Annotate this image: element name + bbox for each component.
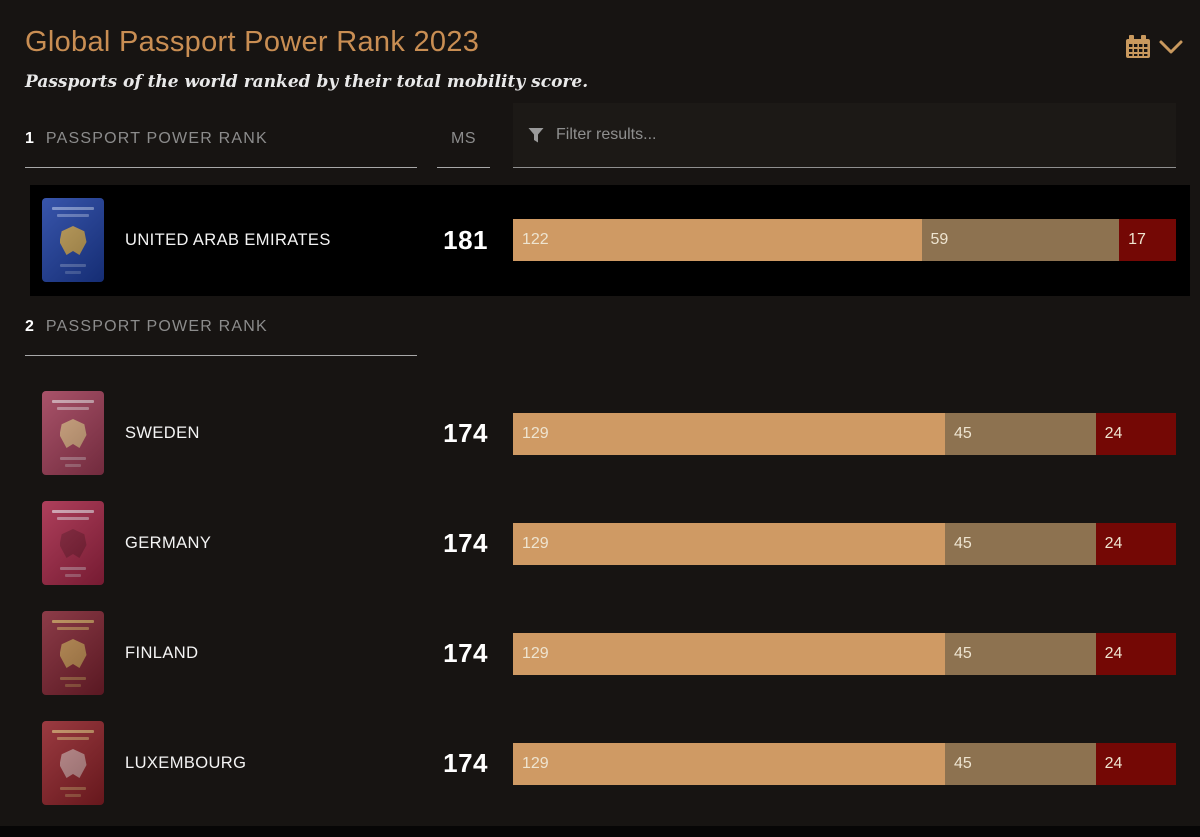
passport-cover-text	[65, 464, 81, 467]
passport-cover-text	[57, 407, 89, 410]
bar-segment-visa-free[interactable]: 129	[513, 523, 945, 565]
bar-segment-visa-on-arrival[interactable]: 45	[944, 413, 1096, 455]
passport-cover-text	[65, 684, 81, 687]
passport-cover-text	[60, 787, 86, 790]
calendar-icon[interactable]	[1124, 33, 1154, 61]
passport-cover-text	[52, 730, 94, 733]
bar-segment-visa-on-arrival[interactable]: 59	[921, 219, 1120, 261]
mobility-bar: 122 59 17	[513, 219, 1176, 261]
segment-value: 129	[522, 425, 549, 442]
bar-segment-visa-free[interactable]: 129	[513, 413, 945, 455]
passport-cover-text	[57, 517, 89, 520]
segment-value: 24	[1104, 645, 1123, 662]
country-name: SWEDEN	[125, 423, 200, 442]
bar-segment-visa-required[interactable]: 24	[1095, 743, 1176, 785]
passport-cover-image	[42, 611, 104, 695]
bar-segment-visa-free[interactable]: 129	[513, 743, 945, 785]
segment-value: 122	[522, 231, 549, 248]
passport-cover-text	[65, 574, 81, 577]
table-row-luxembourg[interactable]: LUXEMBOURG 174 129 45 24	[30, 708, 1190, 818]
passport-cover-text	[57, 214, 89, 217]
passport-cover-image	[42, 501, 104, 585]
bar-segment-visa-required[interactable]: 24	[1095, 633, 1176, 675]
bar-segment-visa-free[interactable]: 122	[513, 219, 922, 261]
segment-value: 24	[1104, 535, 1123, 552]
bar-segment-visa-free[interactable]: 129	[513, 633, 945, 675]
mobility-score: 174	[443, 417, 488, 448]
rank-column-label: PASSPORT POWER RANK	[45, 129, 268, 147]
segment-value: 59	[930, 231, 949, 248]
ms-column-header: MS	[437, 110, 490, 168]
passport-emblem	[59, 419, 87, 448]
bar-segment-visa-on-arrival[interactable]: 45	[944, 523, 1096, 565]
bar-segment-visa-on-arrival[interactable]: 45	[944, 743, 1096, 785]
passport-cover-text	[52, 207, 94, 210]
segment-value: 17	[1128, 231, 1146, 248]
mobility-score: 174	[443, 747, 488, 778]
mobility-score: 181	[443, 225, 488, 255]
chevron-down-icon[interactable]	[1158, 39, 1184, 55]
country-name: GERMANY	[125, 533, 212, 552]
segment-value: 45	[953, 535, 972, 552]
passport-cover-image	[42, 721, 104, 805]
table-row-germany[interactable]: GERMANY 174 129 45 24	[30, 488, 1190, 598]
passport-cover-text	[60, 677, 86, 680]
segment-value: 24	[1104, 755, 1123, 772]
segment-value: 129	[522, 535, 549, 552]
rank-2-column-header: 2 PASSPORT POWER RANK	[25, 299, 417, 356]
table-row-sweden[interactable]: SWEDEN 174 129 45 24	[30, 378, 1190, 488]
segment-value: 24	[1104, 425, 1123, 442]
page-bottom-edge	[0, 826, 1200, 837]
passport-emblem	[59, 226, 87, 255]
passport-emblem	[59, 639, 87, 668]
passport-emblem	[59, 749, 87, 778]
segment-value: 129	[522, 755, 549, 772]
filter-input[interactable]	[556, 126, 1166, 144]
funnel-icon	[528, 127, 544, 142]
mobility-score: 174	[443, 637, 488, 668]
country-name: UNITED ARAB EMIRATES	[125, 231, 331, 249]
mobility-bar: 129 45 24	[513, 523, 1176, 565]
page-subtitle: Passports of the world ranked by their t…	[25, 72, 589, 92]
passport-cover-text	[52, 400, 94, 403]
mobility-bar: 129 45 24	[513, 743, 1176, 785]
mobility-score: 174	[443, 527, 488, 558]
passport-cover-text	[60, 567, 86, 570]
country-name: LUXEMBOURG	[125, 753, 247, 772]
passport-cover-text	[60, 457, 86, 460]
passport-cover-text	[65, 794, 81, 797]
passport-cover-image	[42, 198, 104, 282]
passport-cover-text	[57, 627, 89, 630]
country-name: FINLAND	[125, 643, 199, 662]
bar-segment-visa-required[interactable]: 24	[1095, 413, 1176, 455]
passport-cover-text	[52, 510, 94, 513]
filter-results-box[interactable]	[513, 103, 1176, 168]
segment-value: 129	[522, 645, 549, 662]
bar-segment-visa-required[interactable]: 24	[1095, 523, 1176, 565]
segment-value: 45	[953, 425, 972, 442]
mobility-bar: 129 45 24	[513, 633, 1176, 675]
segment-value: 45	[953, 645, 972, 662]
segment-value: 45	[953, 755, 972, 772]
mobility-bar: 129 45 24	[513, 413, 1176, 455]
rank-number: 1	[25, 129, 34, 147]
rank-number: 2	[25, 318, 34, 335]
page-title: Global Passport Power Rank 2023	[25, 26, 480, 58]
passport-cover-text	[65, 271, 81, 274]
rank-1-column-header: 1 PASSPORT POWER RANK	[25, 110, 417, 168]
passport-cover-image	[42, 391, 104, 475]
passport-cover-text	[57, 737, 89, 740]
passport-cover-text	[52, 620, 94, 623]
rank-column-label: PASSPORT POWER RANK	[45, 318, 268, 335]
bar-segment-visa-on-arrival[interactable]: 45	[944, 633, 1096, 675]
ms-column-label: MS	[451, 129, 476, 147]
passport-cover-text	[60, 264, 86, 267]
table-row-finland[interactable]: FINLAND 174 129 45 24	[30, 598, 1190, 708]
bar-segment-visa-required[interactable]: 17	[1119, 219, 1176, 261]
table-row-united-arab-emirates[interactable]: UNITED ARAB EMIRATES 181 122 59 17	[30, 185, 1190, 296]
passport-emblem	[59, 529, 87, 558]
